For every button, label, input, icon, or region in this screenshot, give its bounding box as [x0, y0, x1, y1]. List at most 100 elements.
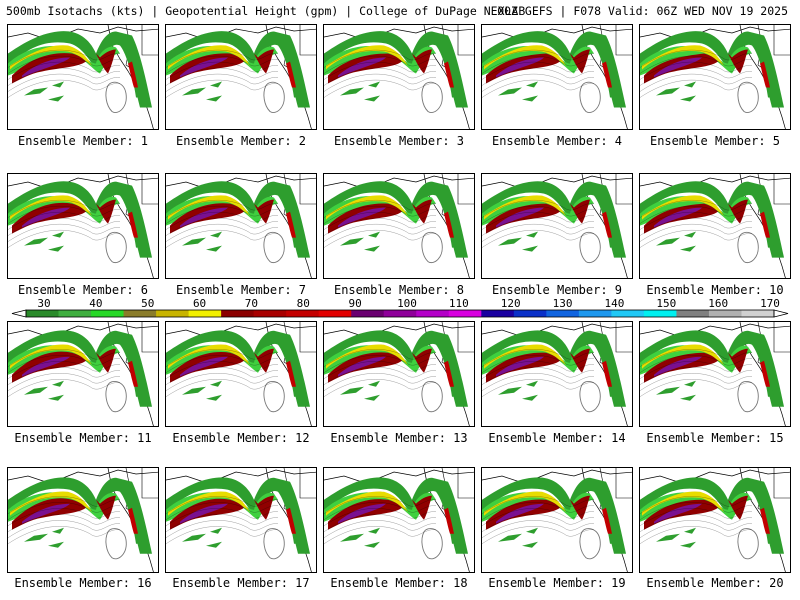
isotach-map: [640, 25, 790, 129]
isotach-map: [8, 25, 158, 129]
colorbar-tick-label: 50: [141, 298, 154, 310]
ensemble-member-label: Ensemble Member: 19: [488, 576, 626, 590]
ensemble-member-label: Ensemble Member: 3: [333, 134, 465, 148]
ensemble-panel-17: [165, 467, 317, 573]
ensemble-panel-15: [639, 321, 791, 427]
isotach-map: [166, 174, 316, 278]
colorbar-swatch: [221, 310, 255, 317]
ensemble-panel-14: [481, 321, 633, 427]
colorbar-swatch: [416, 310, 450, 317]
colorbar-swatch: [253, 310, 287, 317]
ensemble-member-label: Ensemble Member: 20: [646, 576, 784, 590]
isotach-map: [324, 25, 474, 129]
colorbar-swatch: [351, 310, 385, 317]
ensemble-panel-20: [639, 467, 791, 573]
ensemble-member-label: Ensemble Member: 10: [646, 283, 784, 297]
ensemble-member-label: Ensemble Member: 5: [649, 134, 781, 148]
colorbar-swatch: [481, 310, 515, 317]
isotach-map: [166, 322, 316, 426]
ensemble-panel-5: [639, 24, 791, 130]
isotach-map: [640, 468, 790, 572]
ensemble-member-label: Ensemble Member: 8: [333, 283, 465, 297]
ensemble-panel-10: [639, 173, 791, 279]
colorbar-swatch: [546, 310, 580, 317]
ensemble-member-label: Ensemble Member: 16: [14, 576, 152, 590]
colorbar-swatch: [156, 310, 190, 317]
ensemble-member-label: Ensemble Member: 17: [172, 576, 310, 590]
isotach-map: [640, 174, 790, 278]
ensemble-member-label: Ensemble Member: 7: [175, 283, 307, 297]
model-run-info: 00Z GEFS | F078 Valid: 06Z WED NOV 19 20…: [497, 4, 788, 18]
colorbar-swatch: [318, 310, 352, 317]
colorbar-tick-label: 70: [245, 298, 258, 310]
colorbar-tick-label: 90: [349, 298, 362, 310]
colorbar-tick-label: 170: [760, 298, 780, 310]
colorbar-tick-label: 40: [89, 298, 102, 310]
colorbar-tick-label: 80: [297, 298, 310, 310]
isotach-map: [8, 174, 158, 278]
ensemble-panel-1: [7, 24, 159, 130]
ensemble-panel-19: [481, 467, 633, 573]
ensemble-member-label: Ensemble Member: 14: [488, 431, 626, 445]
isotach-map: [166, 468, 316, 572]
colorbar-tick-label: 120: [501, 298, 521, 310]
colorbar-swatch: [26, 310, 59, 317]
colorbar-swatch: [676, 310, 710, 317]
colorbar-tick-label: 140: [604, 298, 624, 310]
ensemble-member-label: Ensemble Member: 2: [175, 134, 307, 148]
colorbar-tick-label: 30: [37, 298, 50, 310]
ensemble-panel-9: [481, 173, 633, 279]
colorbar-swatch: [578, 310, 612, 317]
ensemble-member-label: Ensemble Member: 11: [14, 431, 152, 445]
isotach-map: [482, 468, 632, 572]
colorbar-tick-label: 160: [708, 298, 728, 310]
ensemble-panel-6: [7, 173, 159, 279]
isotach-map: [482, 25, 632, 129]
colorbar-swatch: [383, 310, 417, 317]
colorbar-swatch: [58, 310, 92, 317]
ensemble-panel-3: [323, 24, 475, 130]
colorbar-tick-label: 130: [553, 298, 573, 310]
ensemble-member-label: Ensemble Member: 13: [330, 431, 468, 445]
colorbar-swatch: [123, 310, 157, 317]
isotach-map: [324, 174, 474, 278]
isotach-map: [8, 322, 158, 426]
ensemble-panel-11: [7, 321, 159, 427]
colorbar-swatch: [643, 310, 677, 317]
isotach-map: [8, 468, 158, 572]
colorbar-swatch: [741, 310, 775, 317]
colorbar-swatch: [286, 310, 320, 317]
ensemble-panel-18: [323, 467, 475, 573]
ensemble-member-label: Ensemble Member: 6: [17, 283, 149, 297]
colorbar-swatch: [708, 310, 742, 317]
colorbar-tick-label: 150: [656, 298, 676, 310]
ensemble-panel-2: [165, 24, 317, 130]
colorbar-swatch: [188, 310, 222, 317]
isotach-map: [324, 468, 474, 572]
isotach-colorbar: 30 40 50 60 70 80 90 100 110 120 130 140 150 160 170: [11, 298, 789, 318]
ensemble-panel-13: [323, 321, 475, 427]
ensemble-panel-7: [165, 173, 317, 279]
ensemble-panel-8: [323, 173, 475, 279]
ensemble-member-label: Ensemble Member: 1: [17, 134, 149, 148]
ensemble-panel-4: [481, 24, 633, 130]
page-title: 500mb Isotachs (kts) | Geopotential Heig…: [6, 4, 526, 18]
isotach-map: [482, 174, 632, 278]
colorbar-tick-label: 110: [449, 298, 469, 310]
isotach-map: [482, 322, 632, 426]
ensemble-panel-12: [165, 321, 317, 427]
ensemble-member-label: Ensemble Member: 4: [491, 134, 623, 148]
colorbar-tick-label: 60: [193, 298, 206, 310]
ensemble-member-label: Ensemble Member: 15: [646, 431, 784, 445]
ensemble-member-label: Ensemble Member: 12: [172, 431, 310, 445]
colorbar-right-arrow: [773, 309, 789, 318]
colorbar-swatch: [91, 310, 124, 317]
colorbar-swatch: [513, 310, 547, 317]
ensemble-panel-16: [7, 467, 159, 573]
isotach-map: [640, 322, 790, 426]
colorbar-swatch: [448, 310, 482, 317]
ensemble-member-label: Ensemble Member: 9: [491, 283, 623, 297]
isotach-map: [324, 322, 474, 426]
colorbar-tick-label: 100: [397, 298, 417, 310]
isotach-map: [166, 25, 316, 129]
